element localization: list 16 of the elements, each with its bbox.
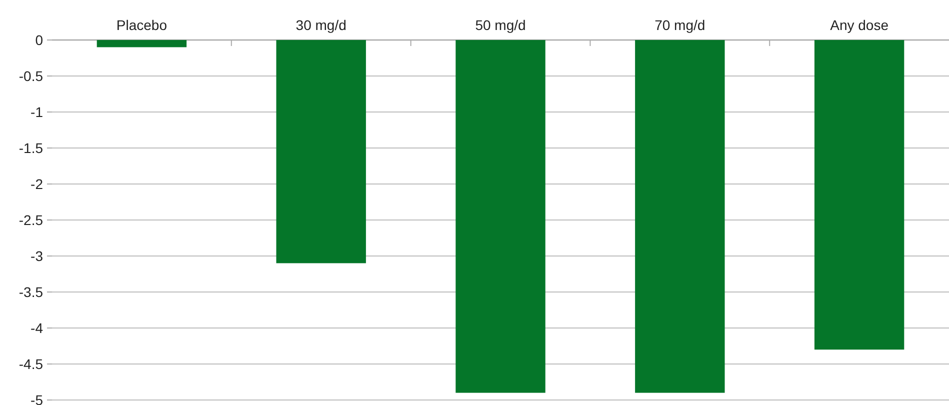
y-tick-label: -1: [30, 104, 44, 120]
y-tick-label: -4.5: [18, 356, 44, 372]
y-tick-label: 0: [35, 32, 44, 48]
x-tick-label: 70 mg/d: [654, 17, 706, 33]
y-tick-label: -0.5: [18, 68, 44, 84]
y-tick-label: -1.5: [18, 140, 44, 156]
x-tick-label: 30 mg/d: [296, 17, 346, 33]
y-tick-label: -2.5: [18, 212, 44, 228]
y-tick-label: -3.5: [18, 284, 44, 300]
y-tick-label: -5: [30, 392, 44, 405]
y-tick-label: -2: [30, 176, 44, 192]
x-tick-label: Placebo: [116, 17, 168, 33]
y-tick-label: -4: [30, 320, 44, 336]
x-tick-label: 50 mg/d: [475, 17, 526, 33]
y-tick-label: -3: [30, 248, 44, 264]
x-tick-label: Any dose: [830, 17, 889, 33]
